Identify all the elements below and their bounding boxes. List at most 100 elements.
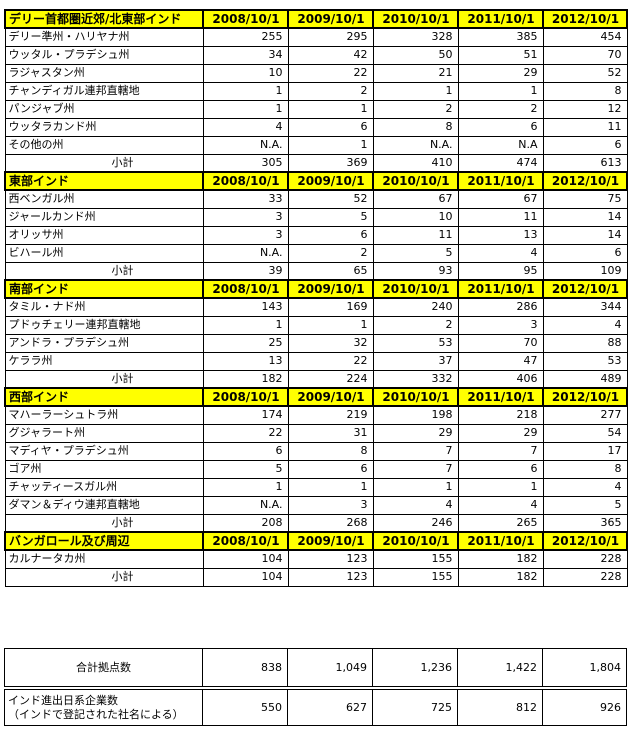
value-cell: 6 [457, 117, 544, 137]
value-cell: 1 [287, 99, 374, 119]
value-cell: 22 [202, 423, 289, 443]
value-cell: 155 [372, 549, 459, 569]
date-header: 2012/10/1 [542, 171, 628, 191]
section-title: デリー首都圏近郊/北東部インド [4, 9, 204, 29]
date-header: 2009/10/1 [287, 9, 374, 29]
subtotal-value: 224 [287, 369, 374, 389]
date-header: 2012/10/1 [542, 279, 628, 299]
value-cell: 4 [372, 495, 459, 515]
state-label: ビハール州 [4, 243, 204, 263]
value-cell: 143 [202, 297, 289, 317]
value-cell: N.A. [202, 243, 289, 263]
companies-label: インド進出日系企業数 （インドで登記された社名による） [4, 689, 203, 726]
value-cell: 1 [287, 477, 374, 497]
subtotal-value: 95 [457, 261, 544, 281]
state-label: パンジャブ州 [4, 99, 204, 119]
total-value: 838 [202, 648, 288, 687]
subtotal-value: 228 [542, 567, 628, 587]
state-label: チャンディガル連邦直轄地 [4, 81, 204, 101]
subtotal-label: 小計 [4, 153, 204, 173]
value-cell: 3 [287, 495, 374, 515]
total-value: 1,236 [372, 648, 458, 687]
state-label: マハーラーシュトラ州 [4, 405, 204, 425]
value-cell: 219 [287, 405, 374, 425]
state-label: 西ベンガル州 [4, 189, 204, 209]
section-header-row: バンガロール及び周辺 2008/10/1 2009/10/1 2010/10/1 201… [4, 531, 628, 551]
value-cell: 2 [457, 99, 544, 119]
value-cell: N.A. [202, 135, 289, 155]
value-cell: 17 [542, 441, 628, 461]
section-header-row: 南部インド 2008/10/1 2009/10/1 2010/10/1 2011/10/… [4, 279, 628, 299]
date-header: 2008/10/1 [202, 9, 289, 29]
table-row: アンドラ・プラデシュ州 25 32 53 70 88 [4, 333, 628, 353]
subtotal-value: 474 [457, 153, 544, 173]
date-header: 2008/10/1 [202, 531, 289, 551]
companies-label-line2: （インドで登記された社名による） [8, 707, 184, 721]
value-cell: 454 [542, 27, 628, 47]
table-row: ラジャスタン州 10 22 21 29 52 [4, 63, 628, 83]
date-header: 2009/10/1 [287, 387, 374, 407]
value-cell: 14 [542, 225, 628, 245]
companies-value: 812 [457, 689, 543, 726]
date-header: 2010/10/1 [372, 171, 459, 191]
value-cell: 33 [202, 189, 289, 209]
subtotal-row: 小計 208 268 246 265 365 [4, 513, 628, 533]
state-label: マディヤ・プラデシュ州 [4, 441, 204, 461]
value-cell: 13 [457, 225, 544, 245]
total-value: 1,804 [542, 648, 627, 687]
state-label: ゴア州 [4, 459, 204, 479]
value-cell: 6 [287, 459, 374, 479]
date-header: 2012/10/1 [542, 9, 628, 29]
value-cell: 169 [287, 297, 374, 317]
value-cell: 228 [542, 549, 628, 569]
section-header-row: 東部インド 2008/10/1 2009/10/1 2010/10/1 2011/10/… [4, 171, 628, 191]
date-header: 2009/10/1 [287, 279, 374, 299]
state-label: カルナータカ州 [4, 549, 204, 569]
value-cell: 295 [287, 27, 374, 47]
total-row: 合計拠点数 838 1,049 1,236 1,422 1,804 [4, 648, 627, 687]
subtotal-label: 小計 [4, 567, 204, 587]
value-cell: 4 [202, 117, 289, 137]
value-cell: 1 [202, 81, 289, 101]
subtotal-value: 489 [542, 369, 628, 389]
regional-bases-table: デリー首都圏近郊/北東部インド 2008/10/1 2009/10/1 2010/10… [4, 9, 628, 587]
value-cell: 1 [202, 99, 289, 119]
value-cell: 67 [372, 189, 459, 209]
table-row: グジャラート州 22 31 29 29 54 [4, 423, 628, 443]
value-cell: 10 [372, 207, 459, 227]
subtotal-value: 182 [457, 567, 544, 587]
table-row: マハーラーシュトラ州 174 219 198 218 277 [4, 405, 628, 425]
subtotal-value: 613 [542, 153, 628, 173]
table-row: カルナータカ州 104 123 155 182 228 [4, 549, 628, 569]
value-cell: 4 [457, 495, 544, 515]
state-label: その他の州 [4, 135, 204, 155]
companies-value: 926 [542, 689, 627, 726]
value-cell: 286 [457, 297, 544, 317]
total-value: 1,422 [457, 648, 543, 687]
value-cell: 10 [202, 63, 289, 83]
value-cell: 31 [287, 423, 374, 443]
subtotal-row: 小計 39 65 93 95 109 [4, 261, 628, 281]
section-header-row: 西部インド 2008/10/1 2009/10/1 2010/10/1 2011/10/… [4, 387, 628, 407]
table-row: ジャールカンド州 3 5 10 11 14 [4, 207, 628, 227]
value-cell: 6 [287, 117, 374, 137]
date-header: 2011/10/1 [457, 387, 544, 407]
subtotal-value: 406 [457, 369, 544, 389]
value-cell: 328 [372, 27, 459, 47]
value-cell: 1 [287, 135, 374, 155]
date-header: 2010/10/1 [372, 279, 459, 299]
date-header: 2008/10/1 [202, 387, 289, 407]
value-cell: 50 [372, 45, 459, 65]
state-label: ウッタラカンド州 [4, 117, 204, 137]
subtotal-value: 305 [202, 153, 289, 173]
table-row: チャッティースガル州 1 1 1 1 4 [4, 477, 628, 497]
companies-table: インド進出日系企業数 （インドで登記された社名による） 550 627 725 … [4, 689, 627, 726]
value-cell: 29 [457, 423, 544, 443]
state-label: タミル・ナド州 [4, 297, 204, 317]
table-row: ウッタル・プラデシュ州 34 42 50 51 70 [4, 45, 628, 65]
subtotal-value: 65 [287, 261, 374, 281]
state-label: ダマン＆ディウ連邦直轄地 [4, 495, 204, 515]
table-row: その他の州 N.A. 1 N.A. N.A 6 [4, 135, 628, 155]
subtotal-value: 182 [202, 369, 289, 389]
table-row: ダマン＆ディウ連邦直轄地 N.A. 3 4 4 5 [4, 495, 628, 515]
